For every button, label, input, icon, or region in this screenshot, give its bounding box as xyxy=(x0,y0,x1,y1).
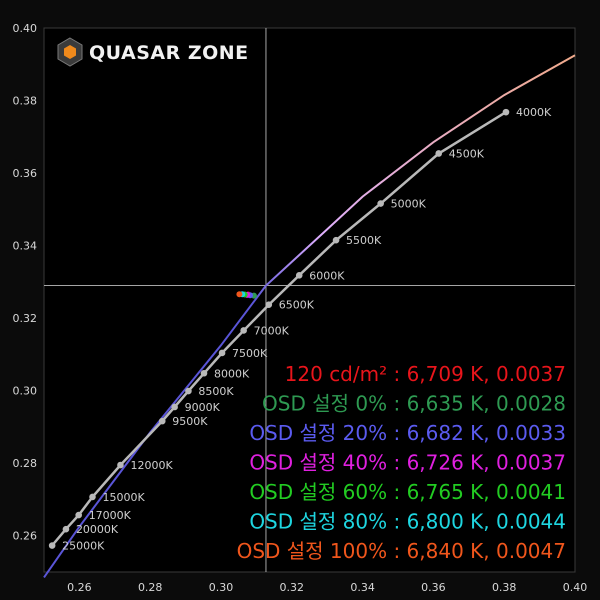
hexagon-cube-icon xyxy=(57,37,83,67)
cct-label-5000K: 5000K xyxy=(391,198,427,211)
cct-point-8000K xyxy=(200,369,208,377)
cct-label-17000K: 17000K xyxy=(89,509,132,522)
cct-label-4000K: 4000K xyxy=(516,106,552,119)
cct-label-4500K: 4500K xyxy=(449,147,485,160)
cct-point-4000K xyxy=(502,108,510,116)
legend-entry-6: OSD 설정 100% : 6,840 K, 0.0047 xyxy=(237,539,566,563)
y-tick-label-1: 0.28 xyxy=(13,457,38,470)
cct-label-9000K: 9000K xyxy=(185,401,221,414)
cct-point-15000K xyxy=(89,493,96,501)
planckian-locus: 4000K 4500K 5000K 5500K 6000K 6500K 7000K 7500K… xyxy=(48,106,552,553)
y-tick-label-0: 0.26 xyxy=(13,530,38,543)
legend: 120 cd/m² : 6,709 K, 0.0037 OSD 설정 0% : 6… xyxy=(237,362,566,563)
y-tick-label-2: 0.30 xyxy=(13,385,38,398)
measured-points xyxy=(236,291,257,299)
quasar-zone-logo: QUASAR ZONE xyxy=(57,37,249,67)
legend-entry-3: OSD 설정 40% : 6,726 K, 0.0037 xyxy=(249,451,566,475)
plot-frame xyxy=(43,27,576,573)
cct-point-17000K xyxy=(75,511,82,519)
cct-point-20000K xyxy=(62,525,70,533)
legend-entry-0: 120 cd/m² : 6,709 K, 0.0037 xyxy=(285,362,566,386)
cct-label-6500K: 6500K xyxy=(279,299,315,312)
x-tick-label-1: 0.28 xyxy=(138,581,163,594)
cct-label-5500K: 5500K xyxy=(346,234,382,247)
daylight-locus xyxy=(43,54,576,578)
legend-entry-4: OSD 설정 60% : 6,765 K, 0.0041 xyxy=(249,480,566,504)
cct-point-5000K xyxy=(377,200,384,207)
cct-label-15000K: 15000K xyxy=(102,491,145,504)
logo-text: QUASAR ZONE xyxy=(89,42,249,64)
legend-entry-1: OSD 설정 0% : 6,635 K, 0.0028 xyxy=(262,392,566,416)
cct-point-6500K xyxy=(265,301,273,309)
y-tick-label-7: 0.40 xyxy=(13,22,38,35)
legend-entry-5: OSD 설정 80% : 6,800 K, 0.0044 xyxy=(249,510,566,534)
x-tick-label-2: 0.30 xyxy=(209,581,234,594)
cct-point-12000K xyxy=(117,461,124,469)
cct-point-7500K xyxy=(218,349,226,357)
cct-label-8500K: 8500K xyxy=(198,385,234,398)
cct-point-9000K xyxy=(171,403,178,411)
cct-label-6000K: 6000K xyxy=(309,269,345,282)
cct-label-7500K: 7500K xyxy=(232,347,268,360)
cct-point-5500K xyxy=(332,236,340,244)
cct-point-25000K xyxy=(48,542,56,549)
y-tick-label-6: 0.38 xyxy=(13,95,38,108)
cct-label-25000K: 25000K xyxy=(62,540,105,553)
cct-point-8500K xyxy=(185,387,192,395)
y-tick-label-4: 0.34 xyxy=(13,240,38,253)
daylight-locus-line xyxy=(43,54,576,578)
cct-point-4500K xyxy=(435,150,443,157)
y-tick-label-5: 0.36 xyxy=(13,167,38,180)
cct-label-12000K: 12000K xyxy=(130,459,173,472)
x-tick-label-4: 0.34 xyxy=(350,581,375,594)
x-tick-label-7: 0.40 xyxy=(563,581,588,594)
x-tick-label-0: 0.26 xyxy=(67,581,92,594)
cct-label-20000K: 20000K xyxy=(76,523,119,536)
cct-label-9500K: 9500K xyxy=(172,415,208,428)
axis-ticks: 0.26 0.28 0.30 0.32 0.34 0.36 0.38 0.40 0.26 0.28… xyxy=(13,22,588,594)
reference-lines xyxy=(44,28,575,572)
y-tick-label-3: 0.32 xyxy=(13,312,38,325)
cct-label-8000K: 8000K xyxy=(214,367,250,380)
x-tick-label-3: 0.32 xyxy=(280,581,305,594)
x-tick-label-5: 0.36 xyxy=(421,581,446,594)
cct-label-7000K: 7000K xyxy=(254,324,290,337)
cct-point-7000K xyxy=(240,327,247,334)
legend-entry-2: OSD 설정 20% : 6,682 K, 0.0033 xyxy=(249,421,566,445)
cct-point-9500K xyxy=(158,417,166,425)
measured-point-6 xyxy=(236,291,243,298)
x-tick-label-6: 0.38 xyxy=(492,581,517,594)
cct-point-6000K xyxy=(295,272,303,279)
